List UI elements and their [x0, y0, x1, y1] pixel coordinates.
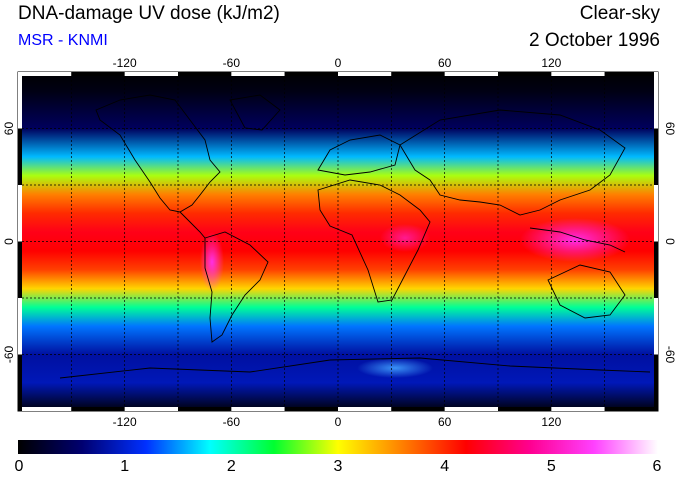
- africa-hotspot: [380, 224, 430, 252]
- frame-tick-top: [18, 72, 72, 76]
- frame-tick-top: [498, 72, 552, 76]
- coast-south-america: [204, 231, 269, 343]
- coast-australia: [547, 264, 626, 319]
- frame-tick-left: [18, 185, 22, 242]
- top-lon-label: 0: [335, 56, 342, 70]
- frame-tick-top: [551, 72, 605, 76]
- coastlines: [59, 94, 651, 379]
- frame-tick-bottom: [18, 407, 72, 411]
- top-lon-label: -120: [113, 56, 137, 70]
- frame-tick-bottom: [498, 407, 552, 411]
- frame-tick-right: [654, 72, 658, 129]
- coast-asia: [399, 109, 626, 216]
- frame-tick-top: [284, 72, 338, 76]
- frame-tick-bottom: [391, 407, 445, 411]
- frame-tick-right: [654, 298, 658, 355]
- frame-tick-bottom: [231, 407, 285, 411]
- frame-tick-top: [124, 72, 178, 76]
- frame-tick-top: [444, 72, 498, 76]
- frame-tick-left: [18, 72, 22, 129]
- frame-tick-bottom: [444, 407, 498, 411]
- frame-tick-bottom: [338, 407, 392, 411]
- right-lat-label: -60: [663, 346, 677, 364]
- coast-africa: [317, 179, 431, 303]
- left-lat-label: 60: [2, 122, 16, 136]
- bottom-lon-label: -120: [113, 415, 137, 429]
- frame-tick-bottom: [178, 407, 232, 411]
- colorbar-label: 6: [652, 458, 662, 475]
- bottom-lon-label: 60: [438, 415, 452, 429]
- top-lon-label: 120: [541, 56, 561, 70]
- frame-tick-bottom: [71, 407, 125, 411]
- frame-tick-right: [654, 241, 658, 298]
- left-lat-label: 0: [2, 238, 16, 245]
- colorbar-label: 2: [226, 458, 236, 475]
- bottom-lon-label: -60: [223, 415, 241, 429]
- colorbar: [18, 440, 658, 454]
- frame-tick-left: [18, 298, 22, 355]
- graticule: [18, 72, 658, 411]
- frame-tick-right: [654, 354, 658, 411]
- bottom-lon-label: 120: [541, 415, 561, 429]
- frame-tick-bottom: [551, 407, 605, 411]
- andes-hotspot: [200, 232, 224, 292]
- coast-north-america: [95, 94, 221, 213]
- top-lon-label: -60: [223, 56, 241, 70]
- frame-tick-left: [18, 354, 22, 411]
- top-lon-label: 60: [438, 56, 452, 70]
- frame-tick-top: [231, 72, 285, 76]
- frame-tick-marks: [18, 72, 658, 411]
- colorbar-label: 1: [120, 458, 130, 475]
- frame-tick-bottom: [604, 407, 658, 411]
- sky-condition: Clear-sky: [579, 3, 660, 24]
- frame-tick-top: [178, 72, 232, 76]
- map-date: 2 October 1996: [529, 30, 660, 51]
- frame-tick-right: [654, 128, 658, 185]
- coast-greenland: [229, 94, 281, 131]
- colorbar-label: 5: [546, 458, 556, 475]
- map-title: DNA-damage UV dose (kJ/m2): [18, 3, 280, 24]
- right-lat-label: 60: [663, 122, 677, 136]
- frame-tick-bottom: [124, 407, 178, 411]
- frame-tick-bottom: [284, 407, 338, 411]
- frame-tick-right: [654, 185, 658, 242]
- antarctic-plateau-glow: [357, 358, 433, 378]
- frame-tick-left: [18, 241, 22, 298]
- right-lat-label: 0: [663, 238, 677, 245]
- colorbar-label: 3: [333, 458, 343, 475]
- coast-indonesia: [529, 227, 626, 253]
- colorbar-label: 0: [14, 458, 24, 475]
- frame-tick-top: [71, 72, 125, 76]
- bottom-lon-label: 0: [335, 415, 342, 429]
- axis-tick-labels: -120 -120 -60 -60 0 0 60 60 120 120 60 0 -60 60 0 -60: [2, 56, 677, 429]
- coast-central-america: [179, 211, 206, 239]
- left-lat-label: -60: [2, 346, 16, 364]
- frame-tick-left: [18, 128, 22, 185]
- map-subtitle: MSR - KNMI: [18, 32, 108, 49]
- coast-antarctica: [59, 357, 651, 379]
- maritime-continent-hotspot: [520, 218, 630, 262]
- frame-tick-top: [338, 72, 392, 76]
- colorbar-label: 4: [440, 458, 450, 475]
- frame-tick-top: [391, 72, 445, 76]
- frame-tick-top: [604, 72, 658, 76]
